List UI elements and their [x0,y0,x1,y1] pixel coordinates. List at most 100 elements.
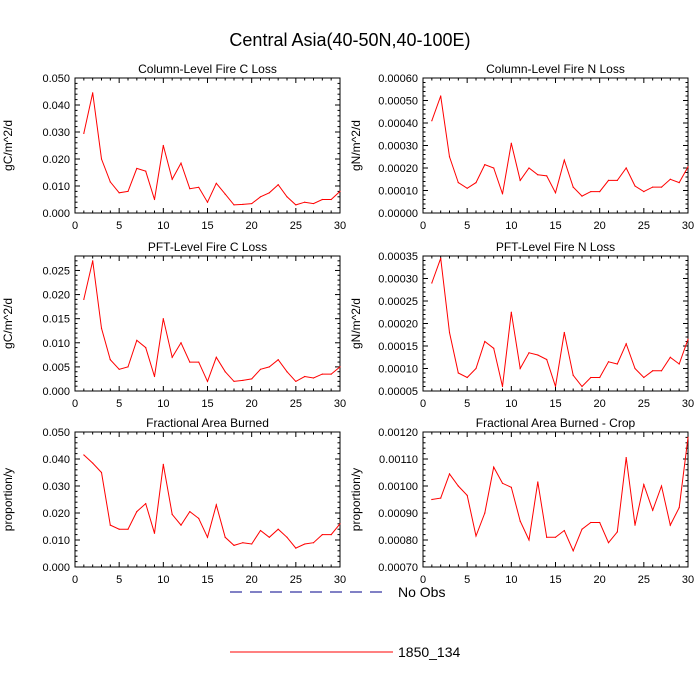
data-point [189,361,191,363]
data-point [652,509,654,511]
data-point [537,174,539,176]
y-tick-label: 0.030 [42,127,70,139]
data-point [153,198,156,201]
x-tick-label: 10 [157,220,169,232]
x-tick-label: 20 [246,398,258,410]
data-point [321,534,323,536]
x-tick-label: 15 [549,220,561,232]
y-tick-label: 0.00050 [378,96,418,108]
x-tick-label: 15 [549,398,561,410]
data-point [678,363,680,365]
y-tick-label: 0.00020 [378,319,418,331]
data-point [669,178,671,180]
data-point [118,192,120,194]
data-point [634,367,636,370]
data-point [268,192,270,194]
data-point [607,179,610,181]
x-tick-label: 15 [201,398,213,410]
data-point [563,159,565,161]
panel-5: Fractional Area Burned 0 5 10 15 20 25 30 0.000 0… [1,416,346,586]
x-tick-label: 20 [594,398,606,410]
panel-6: Fractional Area Burned - Crop 0 5 10 15 20 25 3… [349,416,694,586]
y-tick-label: 0.040 [42,454,70,466]
data-point [127,190,129,192]
y-tick-label: 0.00000 [378,208,418,220]
data-point [643,191,645,193]
data-point [440,497,442,499]
data-point [277,528,279,530]
data-point [242,379,244,381]
x-tick-label: 0 [72,398,78,410]
data-point [312,542,315,544]
data-point [554,385,557,388]
panel-title: Column-Level Fire C Loss [138,62,277,76]
x-tick-label: 20 [246,220,258,232]
data-point [304,201,306,203]
data-point [171,513,173,515]
series-line-1850-134 [83,92,341,206]
data-point [510,311,512,313]
data-point [634,524,636,526]
data-point [215,356,217,358]
data-point [162,318,164,320]
data-point [519,179,521,181]
x-tick-label: 5 [116,220,122,232]
y-tick-label: 0.030 [42,481,70,493]
data-point [510,142,512,144]
data-point [251,543,253,545]
panels: Column-Level Fire C Loss 0 5 10 15 20 25 30 0.00… [1,62,694,586]
x-tick-label: 5 [116,398,122,410]
data-point [109,524,111,526]
y-tick-label: 0.015 [42,314,70,326]
y-tick-label: 0.005 [42,362,70,374]
y-tick-label: 0.050 [42,427,70,439]
data-point [475,182,477,184]
data-point [259,529,262,532]
data-point [295,547,297,549]
data-point [457,485,459,487]
data-point [189,511,191,513]
x-tick-label: 20 [246,574,258,586]
data-point [466,376,468,379]
data-point [242,542,244,544]
data-point [528,352,530,354]
data-point [92,462,94,464]
series-line-1850-134 [83,454,341,549]
data-point [83,454,85,456]
data-point [607,361,610,363]
x-tick-label: 10 [157,398,169,410]
y-tick-label: 0.000 [42,386,70,398]
data-point [519,520,521,522]
y-tick-label: 0.00030 [378,141,418,153]
data-point [189,188,191,190]
data-point [153,375,156,378]
y-tick-label: 0.00090 [378,508,418,520]
data-point [528,539,530,541]
data-point [634,185,636,187]
data-point [599,521,601,524]
x-tick-label: 30 [334,574,346,586]
data-point [92,92,94,94]
data-point [136,167,138,170]
data-point [572,186,574,188]
data-point [537,354,539,356]
data-point [599,191,601,193]
figure-title: Central Asia(40-50N,40-100E) [229,30,470,50]
y-axis-label: proportion/y [349,468,363,531]
x-tick-label: 5 [464,398,470,410]
data-point [563,529,565,532]
y-axis-label: gC/m^2/d [1,120,15,171]
data-point [109,359,111,361]
plot-frame [74,77,341,214]
data-point [92,260,94,262]
data-point [493,167,495,169]
data-point [339,366,341,368]
data-point [206,536,209,538]
data-point [136,511,138,513]
data-point [251,378,253,380]
data-point [118,368,120,370]
data-point [162,144,164,147]
data-point [100,471,103,474]
panel-2: Column-Level Fire N Loss 0 5 10 15 20 25 30 0.00… [349,62,694,232]
y-tick-label: 0.00035 [378,251,418,263]
